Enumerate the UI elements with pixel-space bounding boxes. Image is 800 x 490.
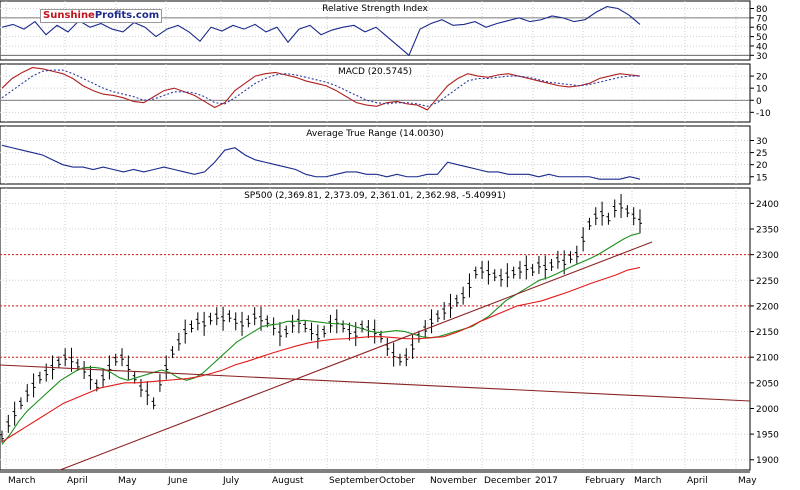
atr-title: Average True Range (14.0030) (306, 129, 443, 139)
price-tick-label: 2350 (756, 226, 779, 236)
price-series-line (1, 232, 641, 445)
month-label: August (272, 476, 304, 486)
price-tick-label: 2300 (756, 251, 779, 261)
month-label: May (738, 476, 757, 486)
month-label: July (222, 476, 240, 486)
month-label: March (634, 476, 661, 486)
rsi-tick-label: 60 (756, 24, 768, 34)
rsi-series-line (1, 6, 641, 57)
price-tick-label: 2200 (756, 302, 779, 312)
price-series-line (1, 266, 641, 443)
macd-series-line (1, 69, 640, 107)
rising-trendline (59, 241, 653, 471)
price-title: SP500 (2,369.81, 2,373.09, 2,361.01, 2,3… (244, 191, 506, 201)
rsi-tick-label: 30 (756, 52, 768, 62)
atr-tick-label: 30 (756, 137, 768, 147)
macd-tick-label: -10 (756, 109, 771, 119)
rsi-title: Relative Strength Index (322, 4, 428, 14)
rsi-tick-label: 70 (756, 14, 768, 24)
rsi-tick-label: 50 (756, 33, 768, 43)
month-label: April (687, 476, 708, 486)
falling-trendline (0, 364, 751, 402)
macd-tick-label: 20 (756, 73, 768, 83)
month-label: 2017 (535, 476, 558, 486)
price-tick-label: 2050 (756, 379, 779, 389)
macd-series-line (1, 67, 641, 111)
atr-tick-label: 25 (756, 149, 767, 159)
price-tick-label: 2400 (756, 200, 779, 210)
price-tick-label: 1900 (756, 456, 779, 466)
macd-title: MACD (20.5745) (338, 67, 412, 77)
month-label: May (118, 476, 137, 486)
atr-tick-label: 20 (756, 161, 768, 171)
month-label: April (67, 476, 88, 486)
price-tick-label: 2150 (756, 328, 779, 338)
macd-tick-label: 0 (756, 97, 762, 107)
price-tick-label: 2100 (756, 354, 779, 364)
month-label: September (329, 476, 379, 486)
brand-name-part2: Profits.com (94, 10, 160, 21)
brand-logo[interactable]: SunshineProfits.com (40, 9, 163, 23)
atr-series-line (1, 144, 641, 180)
price-tick-label: 1950 (756, 431, 779, 441)
rsi-tick-label: 40 (756, 42, 768, 52)
brand-name-part1: Sunshine (43, 10, 95, 21)
rsi-tick-label: 80 (756, 5, 768, 15)
price-tick-label: 2000 (756, 405, 779, 415)
price-tick-label: 2250 (756, 277, 779, 287)
month-label: October (379, 476, 415, 486)
month-label: June (167, 476, 188, 486)
month-label: November (430, 476, 477, 486)
macd-tick-label: 10 (756, 85, 768, 95)
month-label: February (585, 476, 626, 486)
month-label: March (8, 476, 35, 486)
month-label: December (484, 476, 531, 486)
atr-tick-label: 15 (756, 173, 767, 183)
